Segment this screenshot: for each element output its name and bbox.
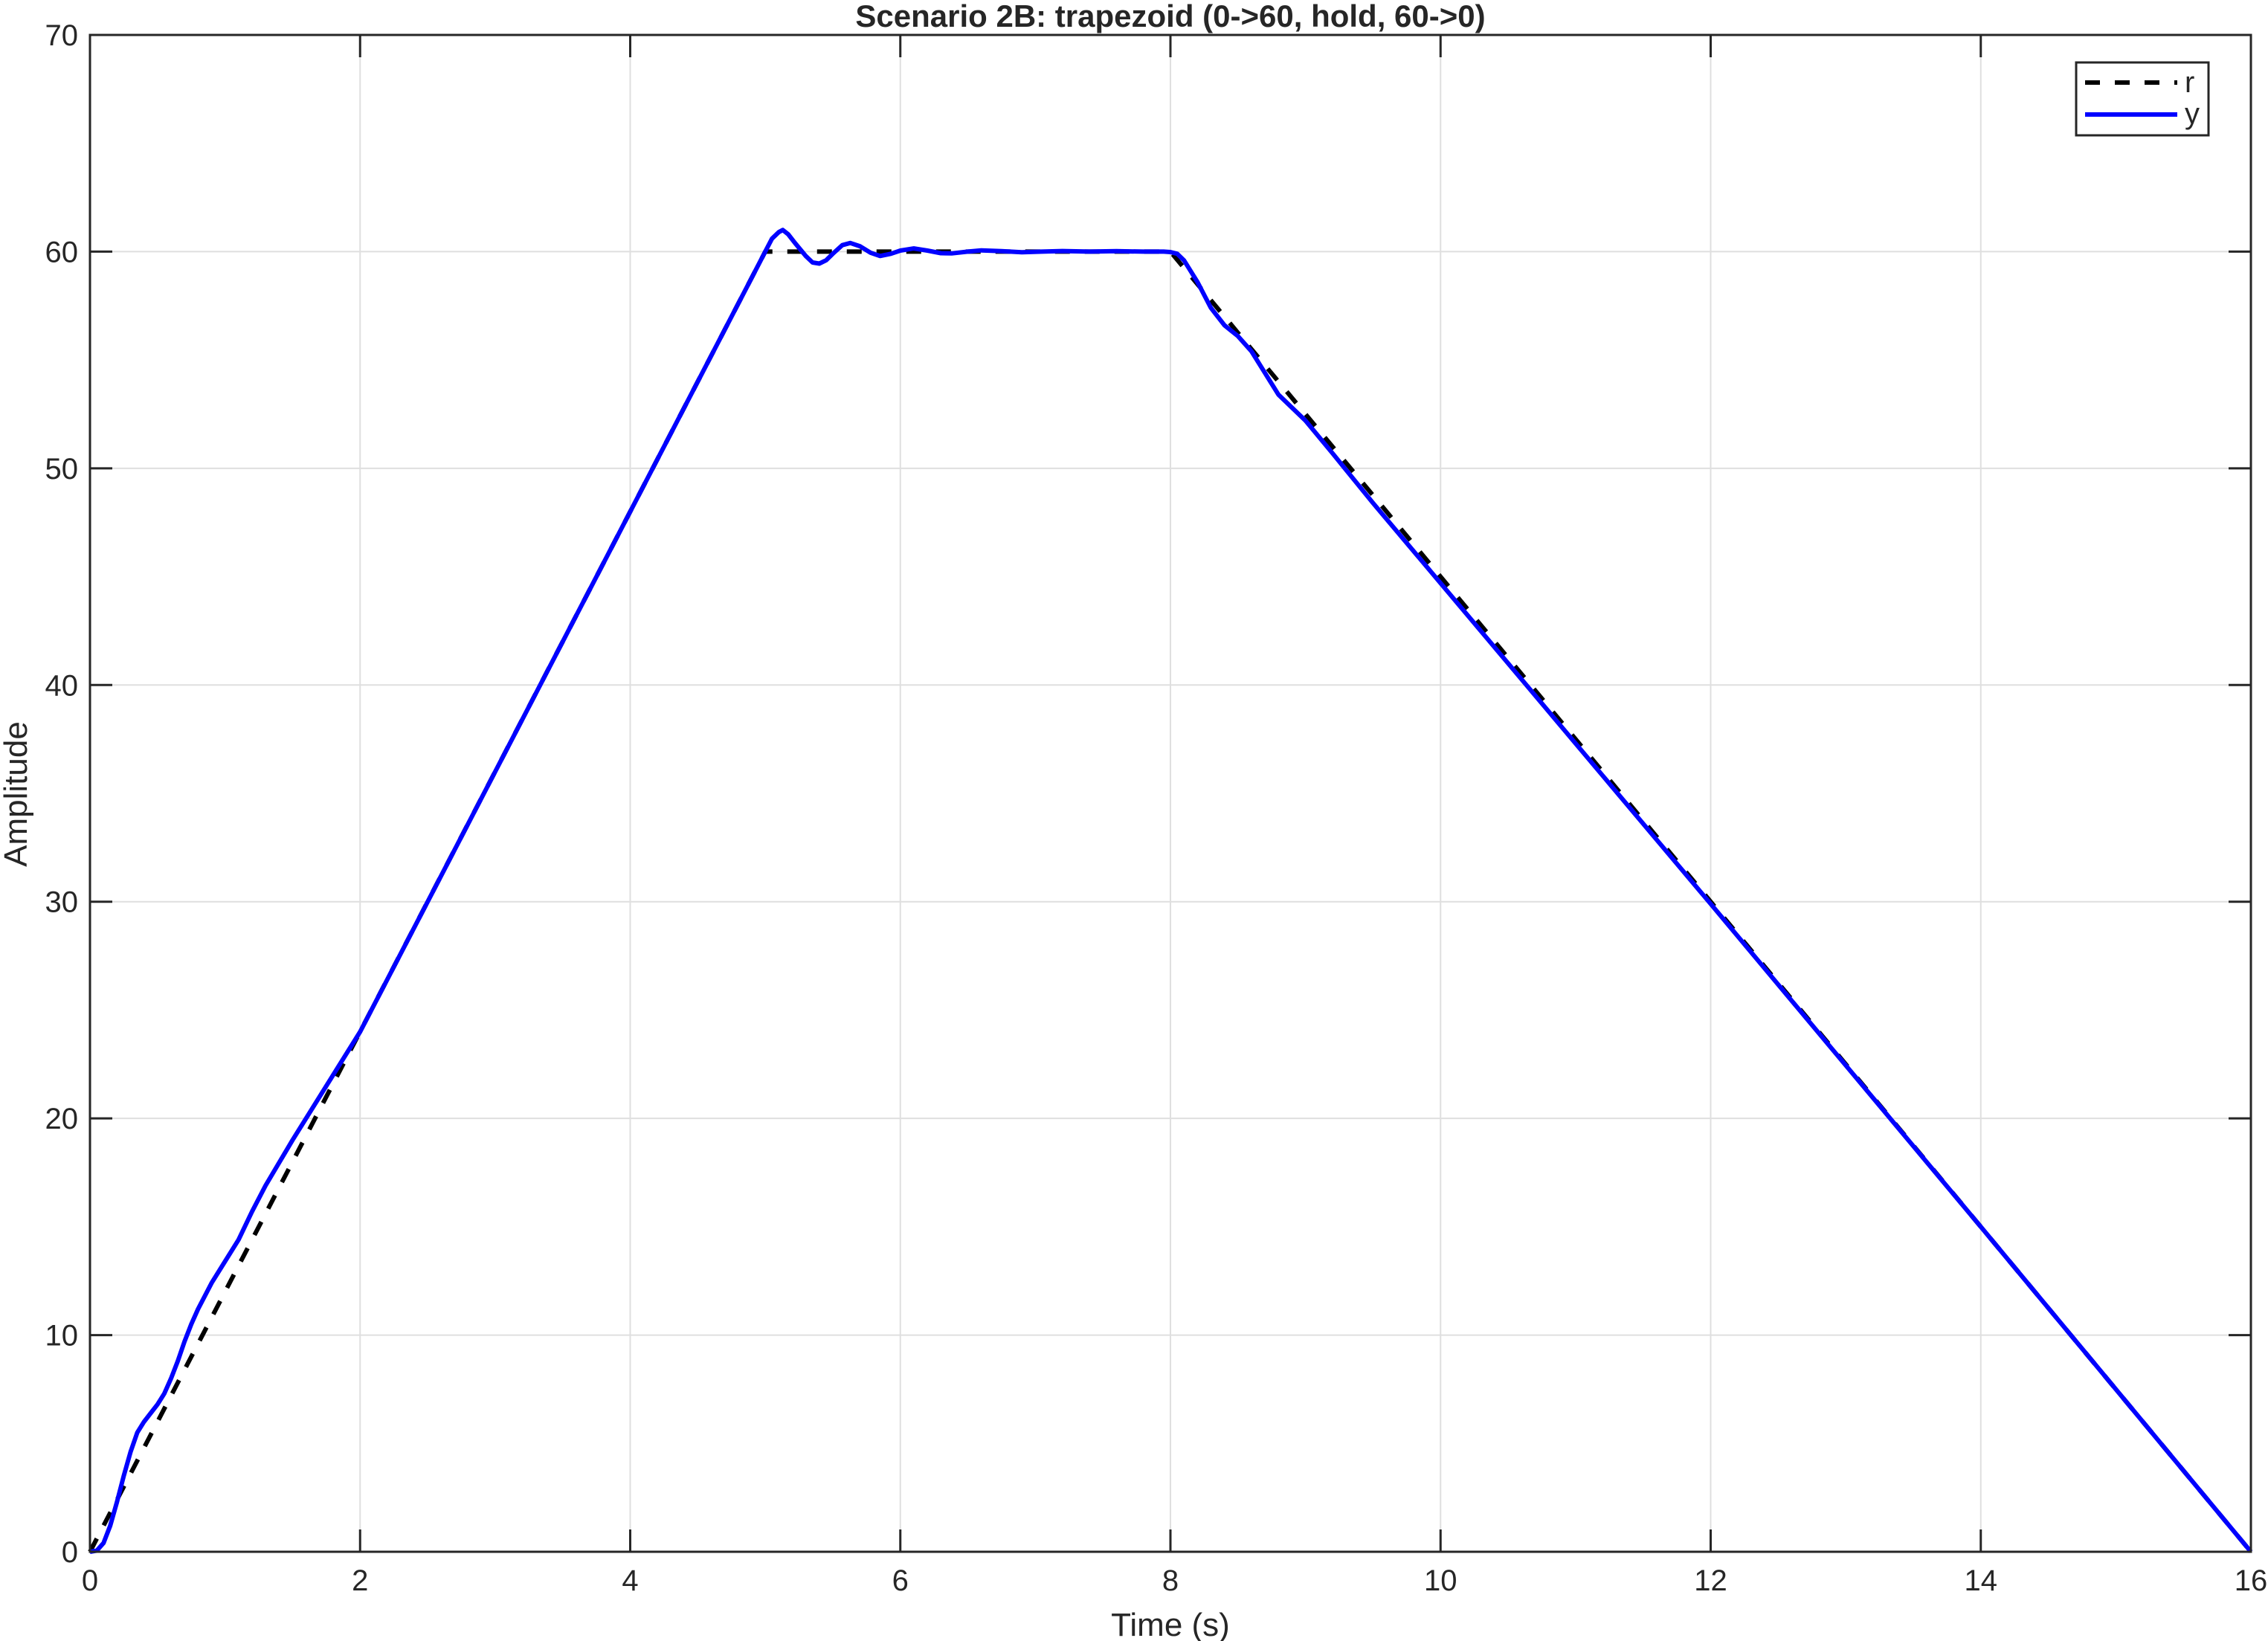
legend: r y xyxy=(2075,61,2210,137)
x-axis-label: Time (s) xyxy=(1111,1607,1230,1641)
y-tick-label: 10 xyxy=(45,1320,79,1353)
x-tick-label: 14 xyxy=(1965,1564,1998,1597)
y-axis-label: Amplitude xyxy=(0,721,34,867)
x-tick-label: 0 xyxy=(82,1564,98,1597)
x-tick-label: 16 xyxy=(2235,1564,2268,1597)
y-tick-label: 50 xyxy=(45,453,79,486)
chart-title: Scenario 2B: trapezoid (0->60, hold, 60-… xyxy=(855,0,1485,33)
series-line-y xyxy=(89,228,2253,1554)
x-tick-label: 8 xyxy=(1162,1564,1179,1597)
x-tick-label: 4 xyxy=(622,1564,638,1597)
ticks: 0 2 4 6 8 10 12 14 16 0 10 20 30 40 50 60 70 xyxy=(45,19,2268,1597)
y-tick-label: 40 xyxy=(45,669,79,702)
y-tick-label: 70 xyxy=(45,19,79,52)
y-tick-label: 0 xyxy=(62,1536,78,1569)
legend-label-r: r xyxy=(2185,66,2194,99)
x-tick-label: 10 xyxy=(1424,1564,1457,1597)
y-tick-label: 20 xyxy=(45,1103,79,1135)
legend-label-y: y xyxy=(2185,97,2200,130)
x-tick-label: 12 xyxy=(1694,1564,1727,1597)
x-tick-label: 6 xyxy=(892,1564,909,1597)
x-tick-label: 2 xyxy=(352,1564,368,1597)
y-tick-label: 60 xyxy=(45,236,79,268)
y-tick-label: 30 xyxy=(45,886,79,919)
series-layer xyxy=(88,228,2253,1554)
legend-box xyxy=(2075,61,2210,137)
